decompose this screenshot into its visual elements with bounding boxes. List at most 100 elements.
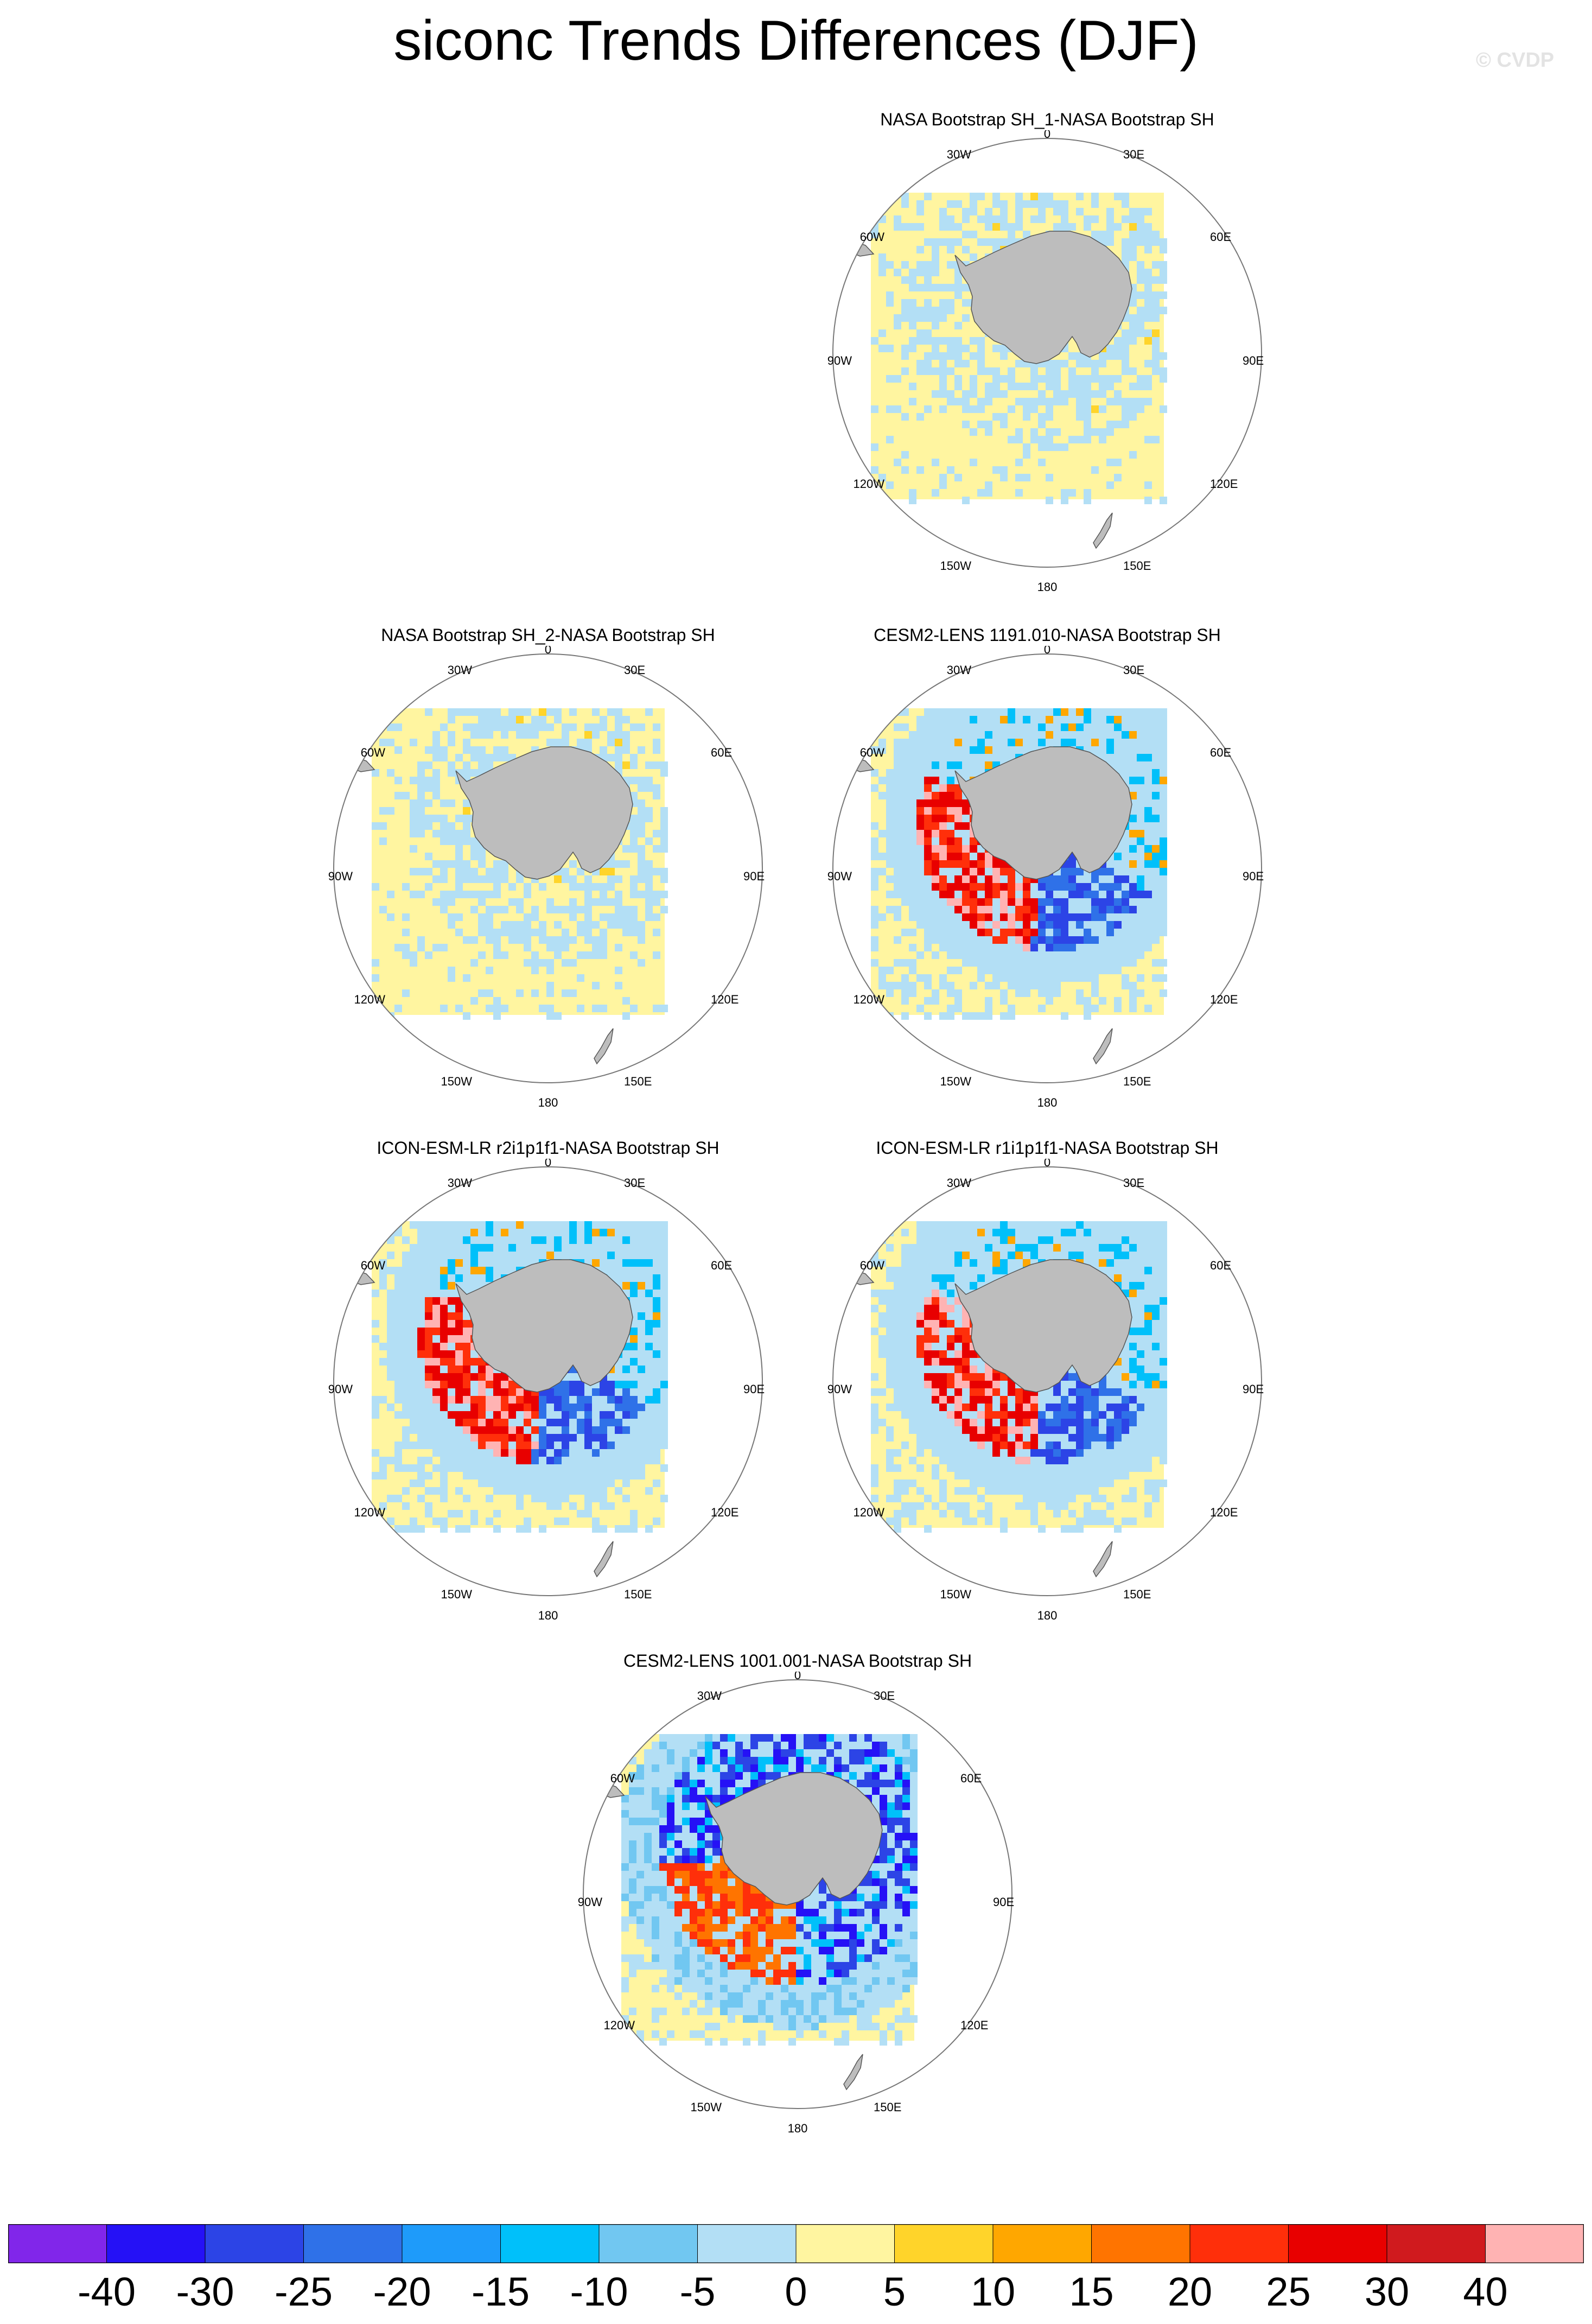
- longitude-label-right-upper: 60E: [1210, 230, 1231, 244]
- longitude-label-right: 90E: [743, 869, 765, 883]
- longitude-label-lower-right: 150E: [874, 2100, 901, 2114]
- longitude-label-lower-right: 150E: [1123, 559, 1151, 573]
- antarctica-landmass: [455, 746, 633, 880]
- map-boundary: [333, 1166, 763, 1596]
- panel-title: ICON-ESM-LR r2i1p1f1-NASA Bootstrap SH: [377, 1138, 719, 1158]
- antarctica-landmass: [954, 231, 1132, 364]
- map-panel: ICON-ESM-LR r2i1p1f1-NASA Bootstrap SH 0 3…: [304, 1137, 792, 1636]
- longitude-label-upper-left: 30W: [448, 663, 472, 677]
- longitude-label-bottom: 180: [1037, 1096, 1058, 1109]
- colorbar-box: [106, 2224, 206, 2263]
- longitude-label-left-lower: 120W: [854, 477, 885, 491]
- colorbar-tick-label: -20: [373, 2269, 431, 2314]
- map-boundary: [832, 1166, 1262, 1596]
- longitude-label-upper-left: 30W: [448, 1176, 472, 1190]
- longitude-label-left: 90W: [578, 1895, 602, 1909]
- colorbar-box: [205, 2224, 304, 2263]
- panel-title: CESM2-LENS 1191.010-NASA Bootstrap SH: [874, 625, 1221, 645]
- colorbar-tick-label: 25: [1266, 2269, 1311, 2314]
- longitude-label-bottom: 180: [538, 1609, 558, 1622]
- map-boundary: [333, 653, 763, 1083]
- colorbar-tick-label: 40: [1463, 2269, 1508, 2314]
- longitude-label-lower-right: 150E: [1123, 1075, 1151, 1088]
- longitude-label-upper-right: 30E: [624, 663, 645, 677]
- longitude-label-left: 90W: [827, 869, 852, 883]
- longitude-label-left-upper: 60W: [361, 1259, 385, 1272]
- colorbar-tick-label: 15: [1069, 2269, 1114, 2314]
- colorbar-box: [1386, 2224, 1486, 2263]
- longitude-label-left-upper: 60W: [860, 230, 884, 244]
- longitude-label-lower-left: 150W: [940, 1588, 972, 1601]
- polar-map: 0 30E 60E 90E 120E 150E 180 150W 120W 90W 60W 30W: [827, 1159, 1264, 1622]
- polar-map: 0 30E 60E 90E 120E 150E 180 150W 120W 90W 60W 30W: [328, 646, 765, 1109]
- longitude-label-left-lower: 120W: [604, 2018, 635, 2032]
- colorbar-tick-label: 30: [1364, 2269, 1410, 2314]
- colorbar-box: [894, 2224, 994, 2263]
- cvdp-watermark: © CVDP: [1476, 49, 1555, 72]
- new-zealand-landmass: [594, 1028, 614, 1065]
- colorbar-tick-label: -40: [78, 2269, 136, 2314]
- longitude-label-right: 90E: [1243, 869, 1264, 883]
- colorbar: [8, 2224, 1584, 2263]
- map-boundary: [832, 138, 1262, 568]
- longitude-label-upper-left: 30W: [697, 1689, 722, 1703]
- longitude-label-lower-left: 150W: [691, 2100, 722, 2114]
- colorbar-tick-label: 20: [1167, 2269, 1213, 2314]
- longitude-label-right-upper: 60E: [960, 1771, 982, 1785]
- longitude-label-right: 90E: [1243, 1382, 1264, 1396]
- antarctica-landmass: [705, 1772, 883, 1906]
- longitude-label-bottom: 180: [538, 1096, 558, 1109]
- longitude-label-right-upper: 60E: [711, 1259, 732, 1272]
- longitude-label-upper-left: 30W: [947, 1176, 971, 1190]
- longitude-label-right-lower: 120E: [711, 993, 738, 1006]
- longitude-label-right-lower: 120E: [1210, 993, 1238, 1006]
- longitude-label-top: 0: [1044, 130, 1050, 141]
- longitude-label-bottom: 180: [788, 2122, 808, 2135]
- colorbar-box: [303, 2224, 403, 2263]
- new-zealand-landmass: [594, 1541, 614, 1578]
- colorbar-box: [1288, 2224, 1387, 2263]
- colorbar-tick-label: 10: [970, 2269, 1016, 2314]
- longitude-label-top: 0: [794, 1672, 801, 1682]
- colorbar-box: [402, 2224, 501, 2263]
- colorbar-box: [1485, 2224, 1584, 2263]
- longitude-label-upper-right: 30E: [1123, 1176, 1144, 1190]
- polar-map: 0 30E 60E 90E 120E 150E 180 150W 120W 90W 60W 30W: [827, 646, 1264, 1109]
- colorbar-box: [500, 2224, 600, 2263]
- colorbar-box: [8, 2224, 107, 2263]
- longitude-label-left-upper: 60W: [610, 1771, 635, 1785]
- colorbar-tick-label: -30: [176, 2269, 234, 2314]
- new-zealand-landmass: [1093, 512, 1113, 549]
- panel-title: ICON-ESM-LR r1i1p1f1-NASA Bootstrap SH: [876, 1138, 1219, 1158]
- colorbar-box: [1091, 2224, 1190, 2263]
- map-panel: CESM2-LENS 1191.010-NASA Bootstrap SH 0 30…: [803, 624, 1291, 1123]
- longitude-label-right: 90E: [1243, 354, 1264, 367]
- longitude-label-right-upper: 60E: [1210, 1259, 1231, 1272]
- panel-title: NASA Bootstrap SH_2-NASA Bootstrap SH: [381, 625, 715, 645]
- antarctica-landmass: [954, 1259, 1132, 1393]
- polar-map: 0 30E 60E 90E 120E 150E 180 150W 120W 90W 60W 30W: [328, 1159, 765, 1622]
- longitude-label-right-upper: 60E: [1210, 746, 1231, 759]
- colorbar-tick-labels: -40 -30 -25 -20 -15 -10 -5 0 5 10 15 20 25 30 40: [0, 2268, 1592, 2322]
- longitude-label-lower-left: 150W: [940, 1075, 972, 1088]
- map-panel: CESM2-LENS 1001.001-NASA Bootstrap SH 0 30…: [553, 1650, 1042, 2149]
- colorbar-tick-label: -15: [472, 2269, 530, 2314]
- longitude-label-top: 0: [1044, 1159, 1050, 1169]
- colorbar-tick-label: 0: [785, 2269, 807, 2314]
- longitude-label-left-lower: 120W: [354, 1506, 386, 1519]
- colorbar-box: [697, 2224, 797, 2263]
- longitude-label-lower-left: 150W: [940, 559, 972, 573]
- longitude-label-left-upper: 60W: [361, 746, 385, 759]
- colorbar-tick-label: 5: [883, 2269, 906, 2314]
- longitude-label-bottom: 180: [1037, 580, 1058, 594]
- longitude-label-top: 0: [545, 1159, 551, 1169]
- longitude-label-upper-right: 30E: [1123, 663, 1144, 677]
- longitude-label-left: 90W: [827, 354, 852, 367]
- longitude-label-upper-left: 30W: [947, 148, 971, 161]
- longitude-label-right: 90E: [743, 1382, 765, 1396]
- new-zealand-landmass: [1093, 1541, 1113, 1578]
- longitude-label-top: 0: [1044, 646, 1050, 656]
- longitude-label-right-lower: 120E: [1210, 477, 1238, 491]
- polar-map: 0 30E 60E 90E 120E 150E 180 150W 120W 90W 60W 30W: [827, 130, 1264, 594]
- panel-title: NASA Bootstrap SH_1-NASA Bootstrap SH: [880, 110, 1214, 129]
